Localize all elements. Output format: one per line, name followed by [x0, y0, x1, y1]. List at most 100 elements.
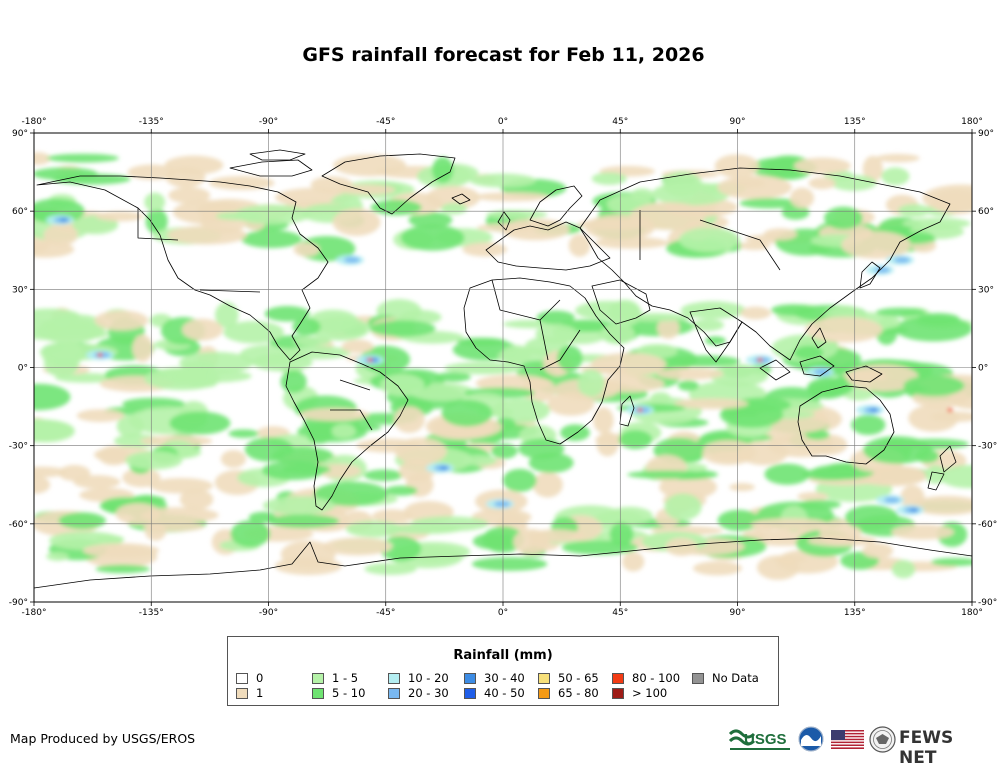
rain-patch: [367, 358, 373, 362]
rain-patch: [341, 339, 374, 354]
rain-patch: [717, 509, 760, 532]
lat-label-left: 30°: [12, 285, 28, 295]
rain-patch: [577, 369, 605, 397]
rain-patch: [591, 172, 627, 185]
lon-label-top: -135°: [139, 117, 164, 127]
rain-patch: [609, 522, 634, 547]
lat-label-right: 90°: [978, 129, 994, 139]
rain-patch: [144, 192, 166, 212]
rain-patch: [844, 505, 899, 530]
rain-patch: [894, 257, 910, 263]
rain-patch: [763, 228, 798, 241]
legend-label: 30 - 40: [484, 671, 525, 685]
rain-patch: [494, 501, 510, 507]
rain-patch: [345, 520, 403, 538]
rain-patch: [805, 316, 883, 343]
rain-patch: [333, 154, 407, 177]
rain-patch: [525, 529, 585, 543]
rain-patch: [618, 430, 653, 450]
lat-label-right: 30°: [978, 285, 994, 295]
lon-label-bottom: 180°: [961, 608, 983, 618]
rain-patch: [267, 514, 340, 529]
rain-patch: [58, 512, 107, 530]
rain-patch: [729, 483, 755, 492]
lon-label-top: 45°: [612, 117, 628, 127]
rain-patch: [808, 177, 836, 190]
legend-swatch: [612, 672, 624, 684]
axis-ticks: [30, 129, 976, 606]
rain-patch: [680, 301, 746, 319]
rain-patch: [34, 466, 67, 478]
legend-swatch: [312, 672, 324, 684]
legend-item: 1: [236, 686, 263, 700]
rain-patch: [116, 414, 145, 438]
rain-patch: [322, 537, 393, 556]
rain-patch: [637, 408, 643, 412]
rain-patch: [560, 424, 590, 441]
rain-patch: [771, 304, 816, 316]
rain-patch: [34, 383, 71, 411]
legend-label: 1: [256, 686, 264, 700]
rain-patch: [630, 188, 654, 203]
rain-patch: [332, 208, 381, 236]
rain-patch: [394, 437, 447, 465]
rain-patch: [282, 464, 331, 475]
rain-patch: [168, 187, 211, 204]
usgs-logo-text: USGS: [744, 731, 787, 748]
us-flag: [831, 730, 864, 749]
rain-patch: [862, 543, 894, 559]
rain-patch: [462, 242, 508, 257]
rain-patch: [82, 543, 160, 558]
rain-patch: [34, 419, 75, 443]
rain-patch: [462, 455, 497, 466]
rain-patch: [879, 315, 901, 329]
rain-patch: [408, 211, 453, 229]
rain-patch: [491, 443, 518, 459]
lon-label-top: -45°: [376, 117, 395, 127]
rainfall-map: -180° -180° -135° -135° -90° -90° -45° -45° 0° 0°…: [9, 117, 997, 618]
rain-patch: [34, 167, 98, 181]
rain-patch: [331, 423, 356, 439]
rain-patch: [608, 299, 642, 327]
legend-item: 65 - 80: [538, 686, 599, 700]
legend-swatch: [464, 687, 476, 699]
lat-label-left: -30°: [9, 442, 28, 452]
rain-patch: [898, 204, 931, 217]
rain-patch: [678, 227, 740, 253]
lon-label-bottom: -90°: [259, 608, 278, 618]
rain-patch: [600, 323, 636, 345]
rain-patch: [908, 404, 959, 432]
rain-patch: [310, 176, 353, 193]
rain-patch: [709, 364, 769, 387]
legend-item: 80 - 100: [612, 671, 680, 685]
rain-patch: [280, 370, 307, 393]
rain-patch: [547, 392, 595, 416]
rain-patch: [846, 364, 919, 392]
rainfall-field: [34, 152, 972, 580]
lon-label-bottom: 90°: [730, 608, 746, 618]
lon-label-bottom: 0°: [498, 608, 508, 618]
rain-patch: [98, 445, 130, 466]
lon-label-top: -90°: [259, 117, 278, 127]
rain-patch: [693, 561, 742, 576]
rain-patch: [457, 337, 507, 346]
rain-patch: [43, 350, 80, 377]
fews-net-logo: FEWS NET: [899, 728, 954, 768]
lat-label-right: 0°: [978, 364, 988, 374]
legend-label: 5 - 10: [332, 686, 366, 700]
rain-patch: [58, 465, 91, 482]
legend-label: 0: [256, 671, 264, 685]
rain-patch: [208, 175, 275, 191]
rain-patch: [440, 466, 448, 470]
legend-swatch: [538, 687, 550, 699]
rain-patch: [677, 380, 699, 391]
lat-label-left: 90°: [12, 129, 28, 139]
rain-patch: [393, 406, 425, 434]
usgs-logo: USGS: [728, 729, 790, 750]
rain-patch: [441, 399, 493, 427]
rain-patch: [444, 361, 523, 375]
rain-patch: [556, 345, 583, 372]
legend-swatch: [612, 687, 624, 699]
lat-label-right: -90°: [978, 598, 997, 608]
